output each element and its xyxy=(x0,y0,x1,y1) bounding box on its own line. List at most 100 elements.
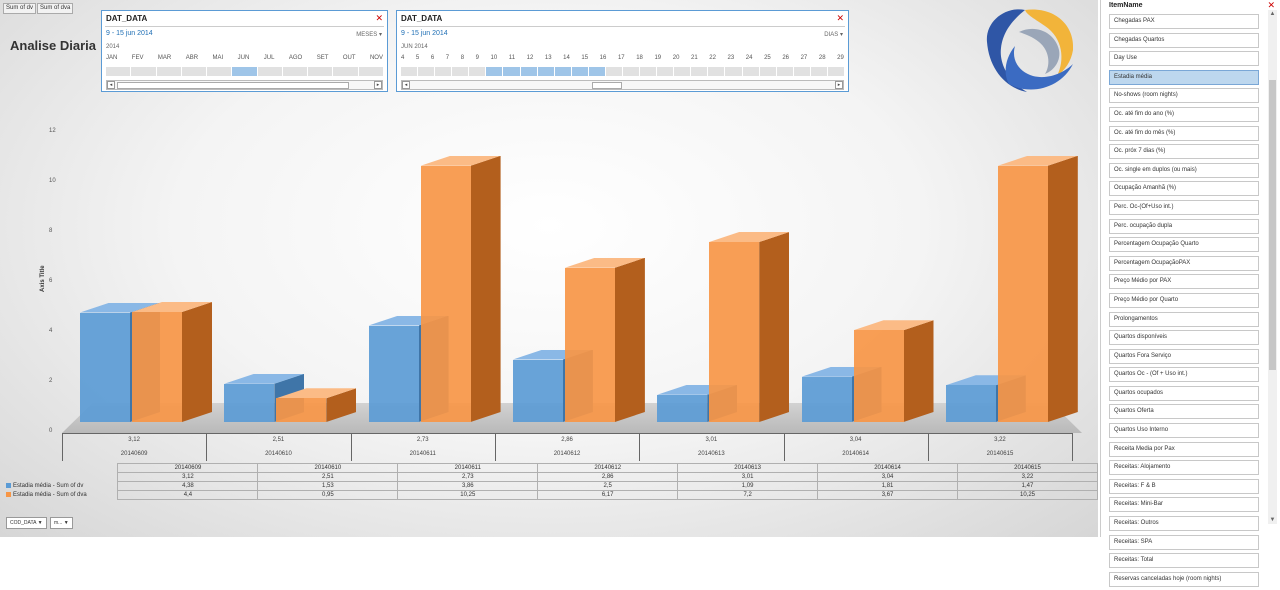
timeline-scrollbar[interactable]: ◂ ▸ xyxy=(106,80,383,90)
scroll-thumb[interactable] xyxy=(592,82,622,89)
timeline-period[interactable] xyxy=(708,67,725,76)
timeline-period[interactable] xyxy=(156,67,181,76)
timeline-period[interactable] xyxy=(827,67,845,76)
timeline-period[interactable] xyxy=(486,67,503,76)
field-button-dva[interactable]: Sum of dva xyxy=(37,3,74,14)
timeline-period[interactable] xyxy=(282,67,308,76)
timeline-period[interactable] xyxy=(401,67,418,76)
bar-dva[interactable] xyxy=(997,155,1078,422)
data-table-cell: 1,53 xyxy=(257,481,399,491)
slicer-item[interactable]: Quartos Uso Interno xyxy=(1109,423,1259,439)
scroll-right-icon[interactable]: ▸ xyxy=(835,81,843,89)
timeline-period[interactable] xyxy=(232,67,257,76)
timeline-period[interactable] xyxy=(257,67,282,76)
timeline-period[interactable] xyxy=(554,67,571,76)
timeline-period[interactable] xyxy=(674,67,691,76)
slicer-item[interactable]: Oc. single em duplos (ou mais) xyxy=(1109,162,1259,178)
timeline-period[interactable] xyxy=(776,67,793,76)
timeline-period[interactable] xyxy=(358,67,383,76)
timeline-period[interactable] xyxy=(181,67,207,76)
slicer-item[interactable]: Receitas: Outros xyxy=(1109,516,1259,532)
scroll-left-icon[interactable]: ◂ xyxy=(107,81,115,89)
clear-filter-icon[interactable]: ✕ xyxy=(1267,0,1275,10)
field-button-m[interactable]: m... ▼ xyxy=(50,517,73,529)
timeline-period[interactable] xyxy=(106,67,131,76)
slicer-item[interactable]: Ocupação Amanhã (%) xyxy=(1109,181,1259,197)
slicer-item[interactable]: No-shows (room nights) xyxy=(1109,88,1259,104)
timeline-period[interactable] xyxy=(623,67,640,76)
slicer-item[interactable]: Quartos ocupados xyxy=(1109,385,1259,401)
timeline-period[interactable] xyxy=(435,67,452,76)
scroll-down-icon[interactable]: ▼ xyxy=(1269,517,1276,523)
timeline-period[interactable] xyxy=(207,67,232,76)
field-button-dv[interactable]: Sum of dv xyxy=(3,3,37,14)
field-button-cod-data[interactable]: COD_DATA ▼ xyxy=(6,517,47,529)
slicer-item[interactable]: Receita Media por Pax xyxy=(1109,441,1259,457)
scroll-thumb[interactable] xyxy=(117,82,349,89)
slicer-item[interactable]: Quartos disponíveis xyxy=(1109,330,1259,346)
timeline-period[interactable] xyxy=(452,67,469,76)
slicer-item[interactable]: Quartos Oferta xyxy=(1109,404,1259,420)
slicer-item[interactable]: Perc. Oc-(Of+Uso int.) xyxy=(1109,199,1259,215)
slicer-item[interactable]: Perc. ocupação dupla xyxy=(1109,218,1259,234)
slicer-item[interactable]: Percentagem OcupaçãoPAX xyxy=(1109,255,1259,271)
slicer-item[interactable]: Preço Médio por Quarto xyxy=(1109,292,1259,308)
timeline-period[interactable] xyxy=(333,67,358,76)
timeline-period[interactable] xyxy=(691,67,708,76)
slicer-item[interactable]: Preço Médio por PAX xyxy=(1109,274,1259,290)
timeline-scrollbar[interactable]: ◂ ▸ xyxy=(401,80,844,90)
timeline-period[interactable] xyxy=(418,67,435,76)
data-table-cell: 1,47 xyxy=(957,481,1098,491)
slicer-item[interactable]: Prolongamentos xyxy=(1109,311,1259,327)
timeline-slicer-days[interactable]: DAT_DATA ✕ 9 - 15 jun 2014 DIAS ▾ JUN 20… xyxy=(396,10,849,92)
slicer-item[interactable]: Oc. até fim do mês (%) xyxy=(1109,125,1259,141)
slicer-item[interactable]: Oc. até fim do ano (%) xyxy=(1109,106,1259,122)
timeline-period[interactable] xyxy=(640,67,657,76)
scroll-thumb[interactable] xyxy=(1269,80,1276,370)
timeline-period[interactable] xyxy=(537,67,554,76)
slicer-item[interactable]: Receitas: Mini-Bar xyxy=(1109,497,1259,513)
slicer-item[interactable]: Chegadas Quartos xyxy=(1109,32,1259,48)
timeline-period[interactable] xyxy=(759,67,776,76)
slicer-item[interactable]: Quartos Oc - (Of + Uso int.) xyxy=(1109,367,1259,383)
timeline-period[interactable] xyxy=(469,67,486,76)
time-level-dropdown[interactable]: DIAS ▾ xyxy=(824,32,843,38)
timeline-period[interactable] xyxy=(810,67,827,76)
clear-filter-icon[interactable]: ✕ xyxy=(375,13,383,23)
scroll-up-icon[interactable]: ▲ xyxy=(1269,11,1276,17)
timeline-period[interactable] xyxy=(742,67,759,76)
bar-dva[interactable] xyxy=(132,302,212,422)
timeline-period[interactable] xyxy=(520,67,537,76)
slicer-item[interactable]: Oc. próx 7 dias (%) xyxy=(1109,144,1259,160)
slicer-item[interactable]: Reservas canceladas hoje (room nights) xyxy=(1109,571,1259,587)
slicer-item[interactable]: Receitas: Total xyxy=(1109,553,1259,569)
scroll-left-icon[interactable]: ◂ xyxy=(402,81,410,89)
timeline-period[interactable] xyxy=(588,67,605,76)
timeline-period[interactable] xyxy=(308,67,333,76)
timeline-period[interactable] xyxy=(571,67,588,76)
slicer-item[interactable]: Receitas: F & B xyxy=(1109,478,1259,494)
time-level-dropdown[interactable]: MESES ▾ xyxy=(356,32,382,38)
clear-filter-icon[interactable]: ✕ xyxy=(836,13,844,23)
bar-dva[interactable] xyxy=(709,232,790,422)
slicer-item[interactable]: Percentagem Ocupação Quarto xyxy=(1109,237,1259,253)
bar-dva[interactable] xyxy=(853,320,934,422)
slicer-item[interactable]: Estadia média xyxy=(1109,69,1259,85)
timeline-period[interactable] xyxy=(131,67,156,76)
timeline-period[interactable] xyxy=(725,67,742,76)
timeline-period[interactable] xyxy=(503,67,520,76)
scroll-right-icon[interactable]: ▸ xyxy=(374,81,382,89)
bar-dva[interactable] xyxy=(564,257,645,422)
chevron-down-icon: ▾ xyxy=(378,32,382,38)
timeline-period[interactable] xyxy=(657,67,674,76)
slicer-item[interactable]: Receitas: Alojamento xyxy=(1109,460,1259,476)
slicer-item[interactable]: Chegadas PAX xyxy=(1109,14,1259,29)
vertical-scrollbar[interactable]: ▲ ▼ xyxy=(1268,10,1277,524)
bar-dva[interactable] xyxy=(276,388,357,422)
slicer-item[interactable]: Quartos Fora Serviço xyxy=(1109,348,1259,364)
timeline-slicer-months[interactable]: DAT_DATA ✕ 9 - 15 jun 2014 MESES ▾ 2014 … xyxy=(101,10,388,92)
bar-dva[interactable] xyxy=(420,155,501,422)
timeline-period[interactable] xyxy=(793,67,810,76)
slicer-item[interactable]: Day Use xyxy=(1109,51,1259,67)
timeline-period[interactable] xyxy=(605,67,623,76)
